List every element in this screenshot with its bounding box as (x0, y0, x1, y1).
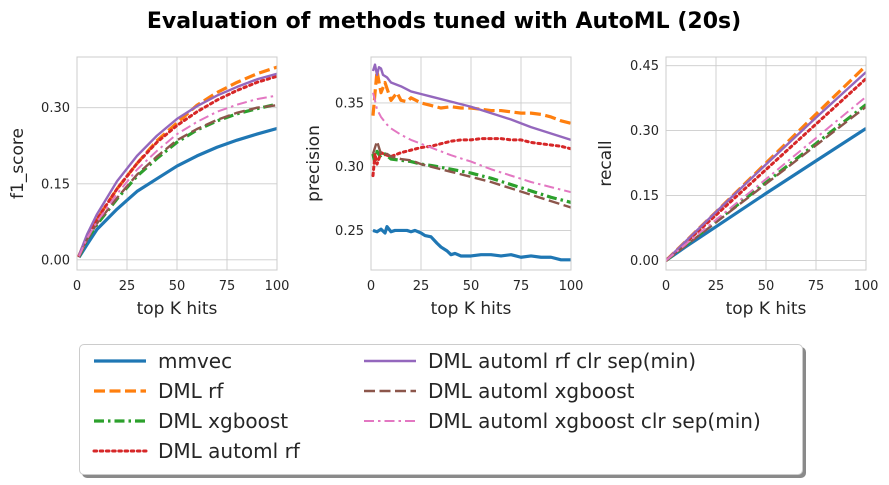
series-line-dml-automl-xgboost-clr-sep-min- (372, 92, 571, 194)
legend-label: DML xgboost (158, 409, 289, 433)
series-line-dml-automl-xgboost-clr-sep-min- (78, 94, 277, 257)
series-group (371, 63, 571, 262)
legend-swatch (94, 419, 146, 423)
series-group (666, 64, 866, 262)
axes-frame (370, 56, 572, 271)
x-tick-label: 75 (513, 279, 530, 294)
y-tick-label: 0.35 (335, 96, 364, 111)
legend-item: DML automl rf clr sep(min) (362, 347, 696, 375)
y-axis-label: recall (596, 140, 616, 186)
legend-item: DML rf (92, 377, 223, 405)
legend-item: DML automl rf (92, 437, 300, 465)
series-line-dml-rf (77, 65, 277, 257)
y-tick-label: 0.25 (335, 224, 364, 239)
x-tick-label: 50 (758, 279, 775, 294)
series-line-dml-automl-rf-clr-sep-min- (666, 71, 866, 262)
y-tick-label: 0.15 (630, 189, 659, 204)
legend-item: DML xgboost (92, 407, 288, 435)
legend-swatch (364, 359, 416, 363)
panel-precision: 0 25 50 75 100 0.25 0.30 0.35 top K hits precisio… (304, 56, 584, 319)
series-line-mmvec (77, 126, 277, 259)
legend-swatch (364, 389, 416, 393)
series-line-mmvec (372, 225, 571, 262)
y-tick-label: 0.00 (41, 253, 70, 268)
x-tick-label: 25 (413, 279, 430, 294)
panel-f1-score: 0 25 50 75 100 0.00 0.15 0.30 top K hits f1_score (8, 56, 290, 319)
legend: mmvec DML rf DML xgboost DML automl rf DML a… (79, 344, 803, 475)
legend-label: DML automl xgboost (428, 379, 635, 403)
x-axis-label: top K hits (431, 299, 512, 319)
chart-panels: 0 25 50 75 100 0.00 0.15 0.30 top K hits f1_score… (8, 56, 879, 319)
series-line-dml-automl-rf (371, 137, 571, 178)
series-line-dml-automl-rf (77, 74, 277, 258)
x-tick-label: 0 (662, 279, 670, 294)
panel-recall: 0 25 50 75 100 0.00 0.15 0.30 0.45 top K hits reca… (596, 56, 879, 319)
x-tick-label: 100 (265, 279, 290, 294)
x-tick-label: 25 (119, 279, 136, 294)
x-tick-label: 75 (219, 279, 236, 294)
legend-swatch (92, 449, 148, 453)
legend-swatch (364, 420, 416, 422)
y-tick-label: 0.00 (630, 254, 659, 269)
axes-frame (665, 56, 867, 271)
x-tick-label: 0 (73, 279, 81, 294)
x-tick-label: 25 (708, 279, 725, 294)
y-tick-label: 0.30 (335, 160, 364, 175)
y-tick-label: 0.30 (41, 101, 70, 116)
figure-title: Evaluation of methods tuned with AutoML … (147, 9, 741, 34)
series-line-dml-automl-rf-clr-sep-min- (371, 63, 571, 142)
series-line-dml-automl-xgboost (371, 139, 571, 209)
axes-frame (76, 56, 278, 271)
y-axis-label: precision (304, 125, 324, 202)
y-tick-label: 0.45 (630, 59, 659, 74)
x-tick-label: 75 (808, 279, 825, 294)
x-tick-label: 50 (169, 279, 186, 294)
series-line-dml-rf (371, 69, 571, 125)
legend-item: DML automl xgboost (362, 377, 635, 405)
series-line-dml-xgboost (77, 102, 277, 258)
legend-swatch (94, 359, 146, 363)
x-tick-label: 0 (367, 279, 375, 294)
legend-item: DML automl xgboost clr sep(min) (362, 407, 761, 435)
series-line-dml-automl-xgboost-clr-sep-min- (666, 96, 866, 262)
legend-label: DML automl rf (158, 439, 300, 463)
legend-label: DML rf (158, 379, 224, 403)
y-tick-label: 0.30 (630, 124, 659, 139)
x-tick-label: 100 (854, 279, 879, 294)
y-tick-label: 0.15 (41, 177, 70, 192)
legend-label: DML automl xgboost clr sep(min) (428, 409, 761, 433)
series-line-dml-automl-rf-clr-sep-min- (77, 72, 277, 256)
legend-label: DML automl rf clr sep(min) (428, 349, 697, 373)
x-axis-label: top K hits (137, 299, 218, 319)
series-line-dml-automl-xgboost (77, 103, 277, 258)
legend-item: mmvec (92, 347, 232, 375)
legend-label: mmvec (158, 349, 233, 373)
legend-swatch (94, 389, 146, 393)
x-tick-label: 50 (463, 279, 480, 294)
x-axis-label: top K hits (726, 299, 807, 319)
x-tick-label: 100 (559, 279, 584, 294)
series-group (77, 65, 277, 259)
y-axis-label: f1_score (8, 128, 28, 199)
